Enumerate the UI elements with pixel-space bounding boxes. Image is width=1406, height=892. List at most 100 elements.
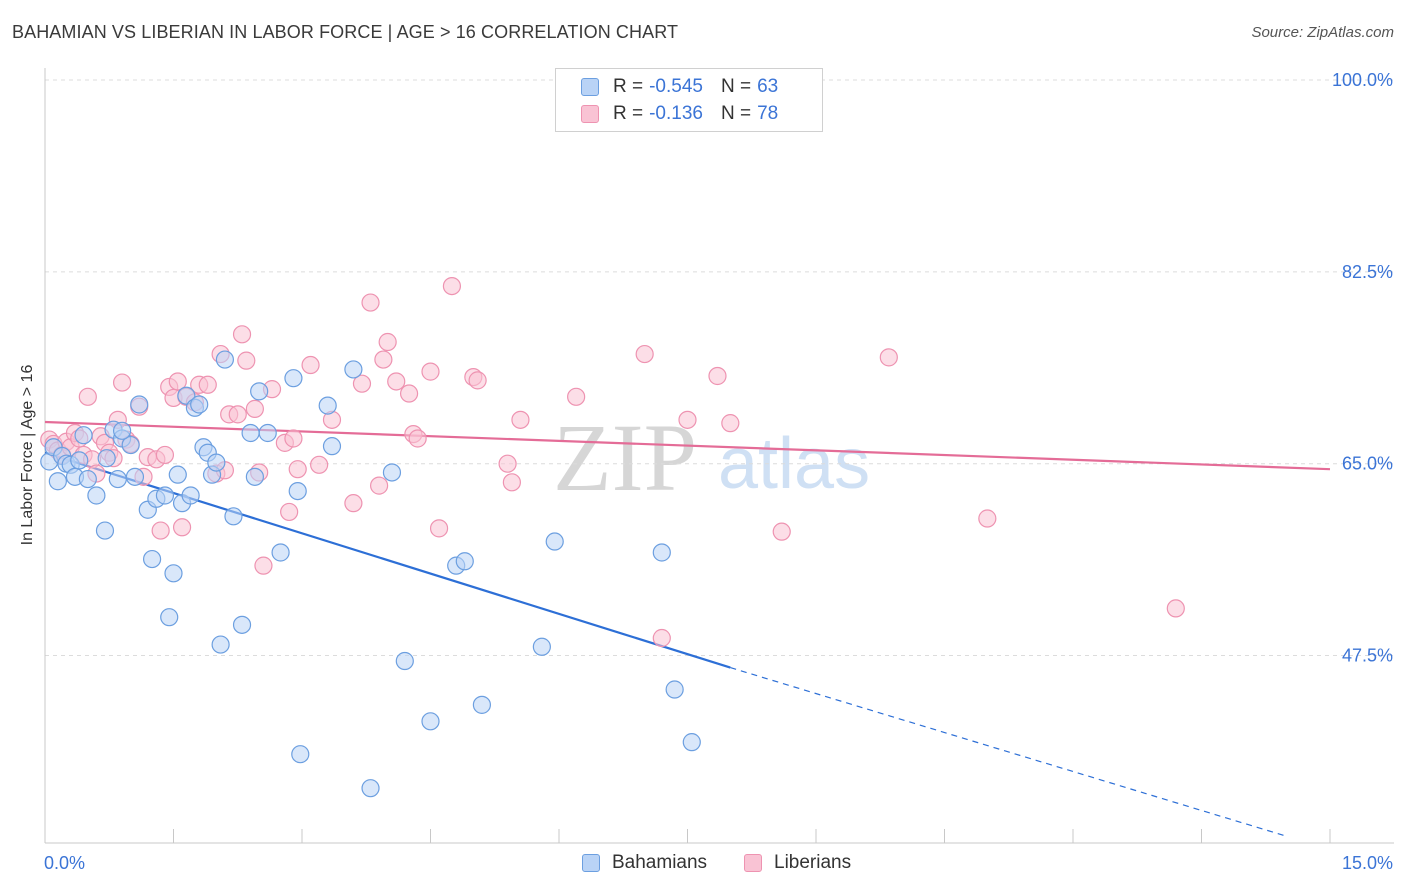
bahamians-point — [211, 635, 230, 654]
stats-legend: R = -0.545 N = 63 R = -0.136 N = 78 — [555, 68, 823, 132]
bahamians-point — [181, 486, 200, 505]
liberians-point — [721, 414, 740, 433]
bahamians-point — [382, 463, 402, 482]
legend-item-liberians[interactable]: Liberians — [744, 852, 851, 874]
bahamians-point — [125, 467, 145, 486]
liberians-point — [378, 332, 397, 352]
liberians-point — [245, 399, 264, 418]
legend-r-label: R = — [613, 103, 644, 124]
bahamians-point — [207, 453, 226, 472]
chart-title: BAHAMIAN VS LIBERIAN IN LABOR FORCE | AG… — [12, 22, 679, 42]
bahamians-point — [472, 695, 491, 714]
liberians-point — [172, 518, 192, 537]
bahamians-point — [215, 350, 234, 369]
x-tick-label-end: 15.0% — [1342, 853, 1393, 873]
bahamians-point — [361, 779, 380, 798]
bahamians-point — [291, 745, 310, 764]
bahamians-trend-extension — [730, 667, 1288, 837]
liberians-point — [1166, 599, 1185, 618]
liberians-point — [678, 410, 697, 429]
legend-row-bahamians: R = -0.545 N = 63 — [581, 75, 778, 99]
legend-n-value: 63 — [757, 76, 779, 97]
bahamians-point — [164, 564, 183, 583]
bahamians-point — [142, 549, 162, 569]
liberians-point — [280, 502, 299, 522]
bahamians-point — [322, 437, 342, 456]
bahamians-point — [121, 435, 140, 455]
bahamians-point — [97, 449, 116, 468]
liberians-point — [228, 405, 247, 424]
liberians-point — [284, 429, 303, 448]
bahamians-point — [271, 543, 290, 562]
liberians-point — [408, 429, 427, 448]
bahamians-points — [40, 350, 701, 798]
bahamians-point — [395, 651, 414, 671]
legend-item-bahamians[interactable]: Bahamians — [582, 852, 707, 874]
bahamians-point — [258, 423, 277, 443]
liberians-point — [237, 351, 256, 370]
bahamians-point — [112, 421, 132, 440]
liberians-point — [772, 522, 791, 541]
y-tick-label-0: 100.0% — [1332, 70, 1393, 90]
source-credit: Source: ZipAtlas.com — [1251, 24, 1394, 41]
bahamians-swatch — [582, 854, 600, 872]
liberians-point — [879, 348, 898, 367]
bahamians-point — [74, 426, 93, 445]
liberians-point — [442, 276, 462, 296]
bahamians-point — [284, 369, 303, 388]
liberians-point — [232, 325, 252, 344]
liberians-point — [978, 509, 997, 528]
bahamians-point — [190, 395, 209, 414]
liberians-point — [344, 494, 363, 513]
liberians-point — [310, 455, 329, 474]
watermark: ZIP atlas — [553, 404, 870, 511]
bahamians-point — [224, 507, 243, 526]
legend-r-label: R = — [613, 76, 644, 97]
bahamians-point — [241, 423, 260, 443]
bahamians-point — [70, 451, 89, 470]
bahamians-point — [245, 467, 264, 486]
bahamians-point — [108, 469, 127, 489]
liberians-point — [288, 460, 307, 479]
bahamians-point — [682, 733, 701, 752]
liberians-point — [254, 556, 273, 575]
liberians-point — [399, 384, 419, 403]
liberians-point — [112, 373, 132, 392]
liberians-swatch — [744, 854, 762, 872]
legend-n-value: 78 — [757, 103, 779, 124]
bahamians-point — [48, 472, 67, 491]
legend-n-label: N = — [720, 103, 752, 124]
bahamians-point — [232, 615, 252, 634]
legend-r-value: -0.136 — [649, 103, 703, 124]
bahamians-point — [652, 543, 671, 562]
series-legend: Bahamians Liberians — [0, 852, 1406, 876]
y-tick-label-2: 65.0% — [1342, 454, 1393, 474]
bahamians-point — [665, 680, 684, 699]
legend-label-bahamians: Bahamians — [612, 852, 708, 873]
bahamians-point — [95, 521, 115, 540]
y-tick-label-1: 82.5% — [1342, 262, 1393, 282]
bahamians-swatch — [581, 78, 599, 96]
liberians-trendline — [44, 420, 1331, 471]
bahamians-point — [344, 360, 363, 379]
bahamians-point — [545, 532, 564, 551]
liberians-point — [374, 350, 393, 369]
tick-labels: 100.0% 82.5% 65.0% 47.5% 0.0% 15.0% — [44, 70, 1393, 873]
liberians-point — [652, 628, 671, 648]
bahamians-point — [318, 396, 337, 415]
liberians-point — [511, 410, 530, 429]
bahamians-point — [288, 481, 307, 501]
liberians-point — [429, 519, 449, 538]
liberians-point — [370, 476, 389, 495]
liberians-point — [352, 374, 372, 393]
bahamians-point — [421, 712, 440, 731]
bahamians-point — [78, 469, 97, 489]
liberians-point — [78, 387, 97, 406]
bahamians-point — [155, 486, 175, 505]
liberians-point — [168, 372, 187, 391]
legend-n-label: N = — [720, 76, 752, 97]
liberians-point — [468, 371, 487, 390]
liberians-point — [361, 293, 380, 312]
liberians-point — [708, 366, 727, 386]
liberians-point — [421, 362, 440, 381]
